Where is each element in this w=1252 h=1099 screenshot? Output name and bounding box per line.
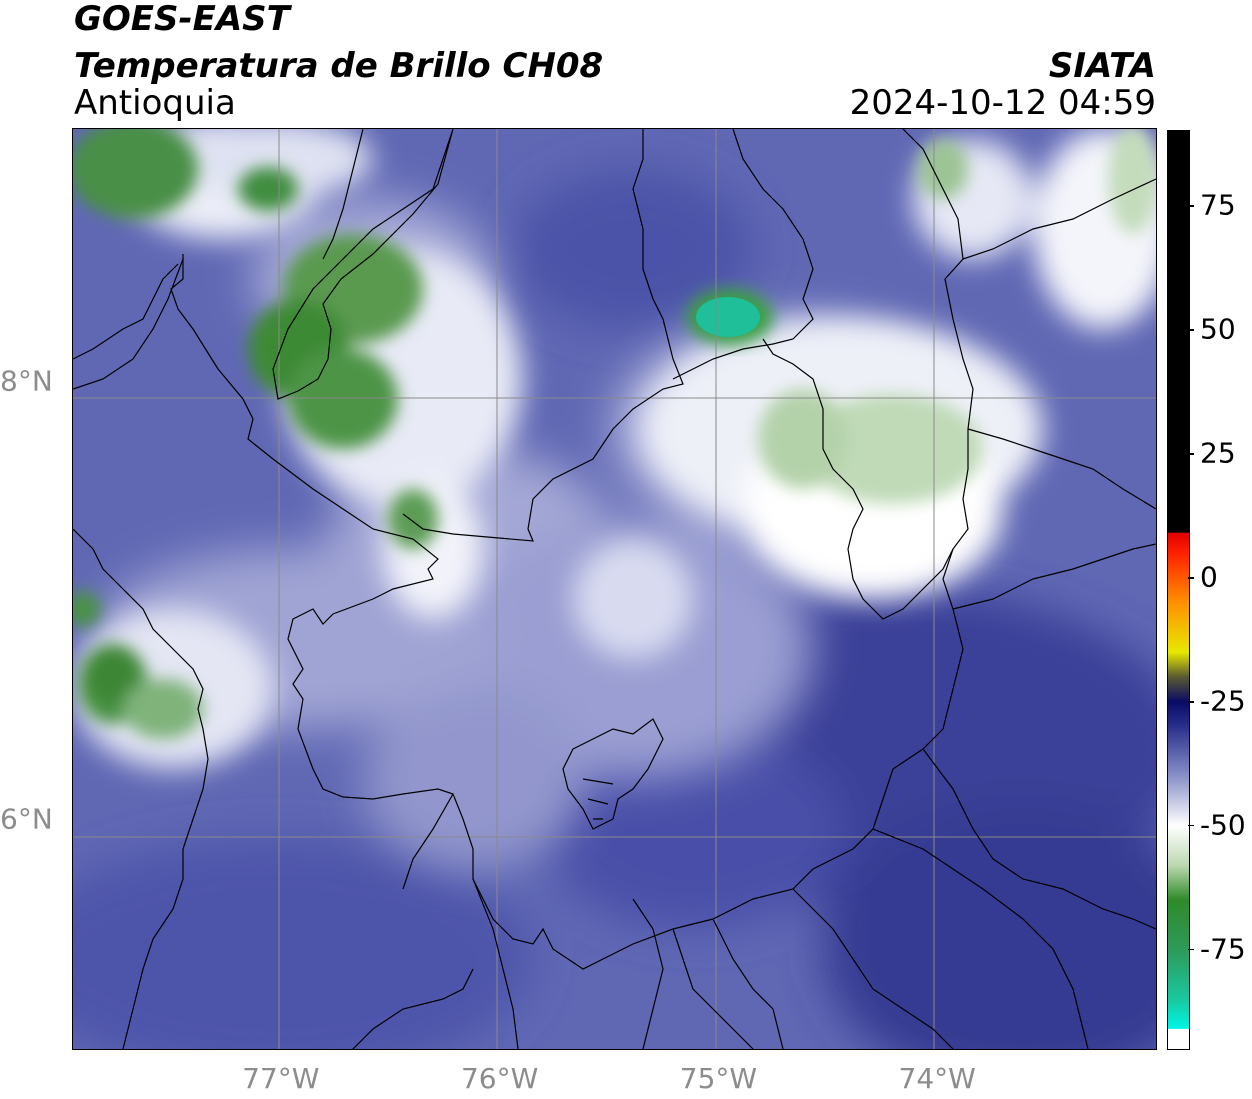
longitude-label: 76°W [460, 1062, 539, 1095]
colorbar-tick-mark [1188, 453, 1194, 455]
convective-core [696, 297, 760, 337]
colorbar-tick-mark [1188, 824, 1194, 827]
colorbar-tick-label: 0 [1200, 560, 1218, 594]
cold-top-clouds [73, 129, 1156, 739]
latitude-label: 8°N [0, 364, 53, 398]
colorbar-tick-mark [1188, 329, 1194, 331]
latitude-label: 6°N [0, 802, 53, 836]
colorbar-tick-label: 25 [1200, 436, 1236, 470]
colorbar-tick-mark [1188, 948, 1194, 951]
colorbar-tick-label: -25 [1200, 684, 1246, 718]
colorbar-tick-mark [1188, 205, 1194, 207]
datetime-label: 2024-10-12 04:59 [849, 83, 1156, 123]
product-title: Temperatura de Brillo CH08 [74, 46, 604, 86]
colorbar-tick-label: -50 [1200, 808, 1246, 842]
region-title: Antioquia [74, 83, 236, 123]
colorbar-tick-label: 50 [1200, 312, 1236, 346]
longitude-label: 74°W [898, 1062, 976, 1095]
aburra-valley-municipalities [562, 718, 664, 830]
boundary-lines [73, 129, 1156, 1049]
colorbar-tick-label: -75 [1200, 932, 1246, 966]
colorbar-tick-mark [1188, 701, 1194, 703]
colorbar-tick-mark [1188, 577, 1194, 579]
colorbar-tick-label: 75 [1200, 188, 1236, 222]
satellite-title: GOES-EAST [74, 0, 290, 39]
agency-title: SIATA [1048, 46, 1156, 86]
temperature-map [73, 129, 1156, 1049]
gulf-of-uraba-coast [272, 129, 454, 400]
longitude-label: 75°W [679, 1062, 758, 1095]
map-svg [73, 129, 1156, 1049]
longitude-label: 77°W [242, 1062, 320, 1095]
colorbar [1167, 130, 1190, 1050]
